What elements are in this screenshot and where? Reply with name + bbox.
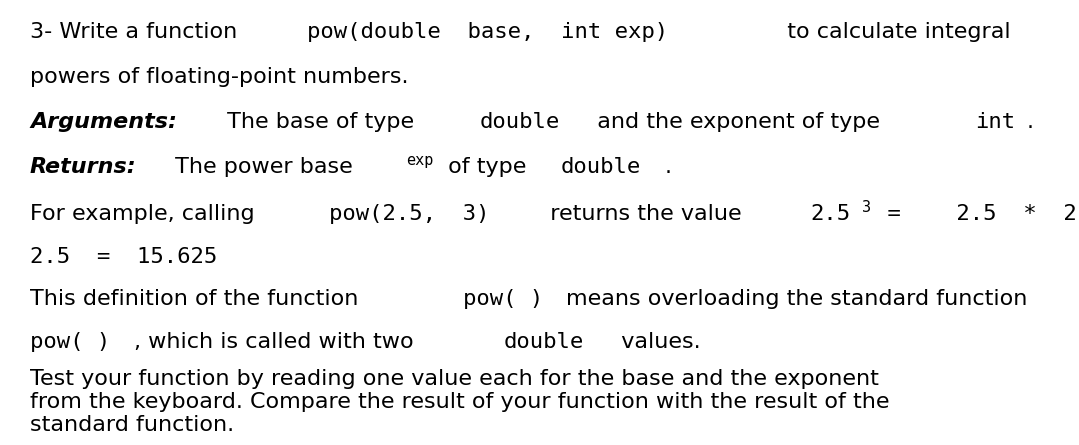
Text: powers of floating-point numbers.: powers of floating-point numbers. [30, 67, 409, 87]
Text: 3: 3 [862, 200, 872, 215]
Text: double: double [504, 332, 584, 352]
Text: pow(double  base,  int exp): pow(double base, int exp) [306, 22, 668, 42]
Text: pow( ): pow( ) [463, 289, 543, 309]
Text: and the exponent of type: and the exponent of type [583, 112, 887, 132]
Text: , which is called with two: , which is called with two [134, 332, 421, 352]
Text: to calculate integral: to calculate integral [773, 22, 1010, 42]
Text: Test your function by reading one value each for the base and the exponent: Test your function by reading one value … [30, 369, 879, 389]
Text: 2.5: 2.5 [810, 204, 850, 224]
Text: The base of type: The base of type [219, 112, 421, 132]
Text: .: . [665, 157, 671, 177]
Text: Arguments:: Arguments: [30, 112, 177, 132]
Text: The power base: The power base [167, 157, 353, 177]
Text: .: . [1027, 112, 1034, 132]
Text: This definition of the function: This definition of the function [30, 289, 366, 309]
Text: from the keyboard. Compare the result of your function with the result of the: from the keyboard. Compare the result of… [30, 392, 889, 412]
Text: 2.5  *  2.5  *: 2.5 * 2.5 * [943, 204, 1079, 224]
Text: standard function.: standard function. [30, 415, 234, 435]
Text: means overloading the standard function: means overloading the standard function [566, 289, 1028, 309]
Text: int: int [975, 112, 1015, 132]
Text: For example, calling: For example, calling [30, 204, 262, 224]
Text: 3- Write a function: 3- Write a function [30, 22, 244, 42]
Text: double: double [479, 112, 559, 132]
Text: of type: of type [441, 157, 534, 177]
Text: pow(2.5,  3): pow(2.5, 3) [329, 204, 490, 224]
Text: pow( ): pow( ) [30, 332, 110, 352]
Text: 2.5  =  15.625: 2.5 = 15.625 [30, 247, 217, 267]
Text: =: = [874, 204, 928, 224]
Text: Returns:: Returns: [30, 157, 137, 177]
Text: double: double [561, 157, 641, 177]
Text: exp: exp [406, 153, 434, 168]
Text: values.: values. [607, 332, 700, 352]
Text: returns the value: returns the value [536, 204, 749, 224]
